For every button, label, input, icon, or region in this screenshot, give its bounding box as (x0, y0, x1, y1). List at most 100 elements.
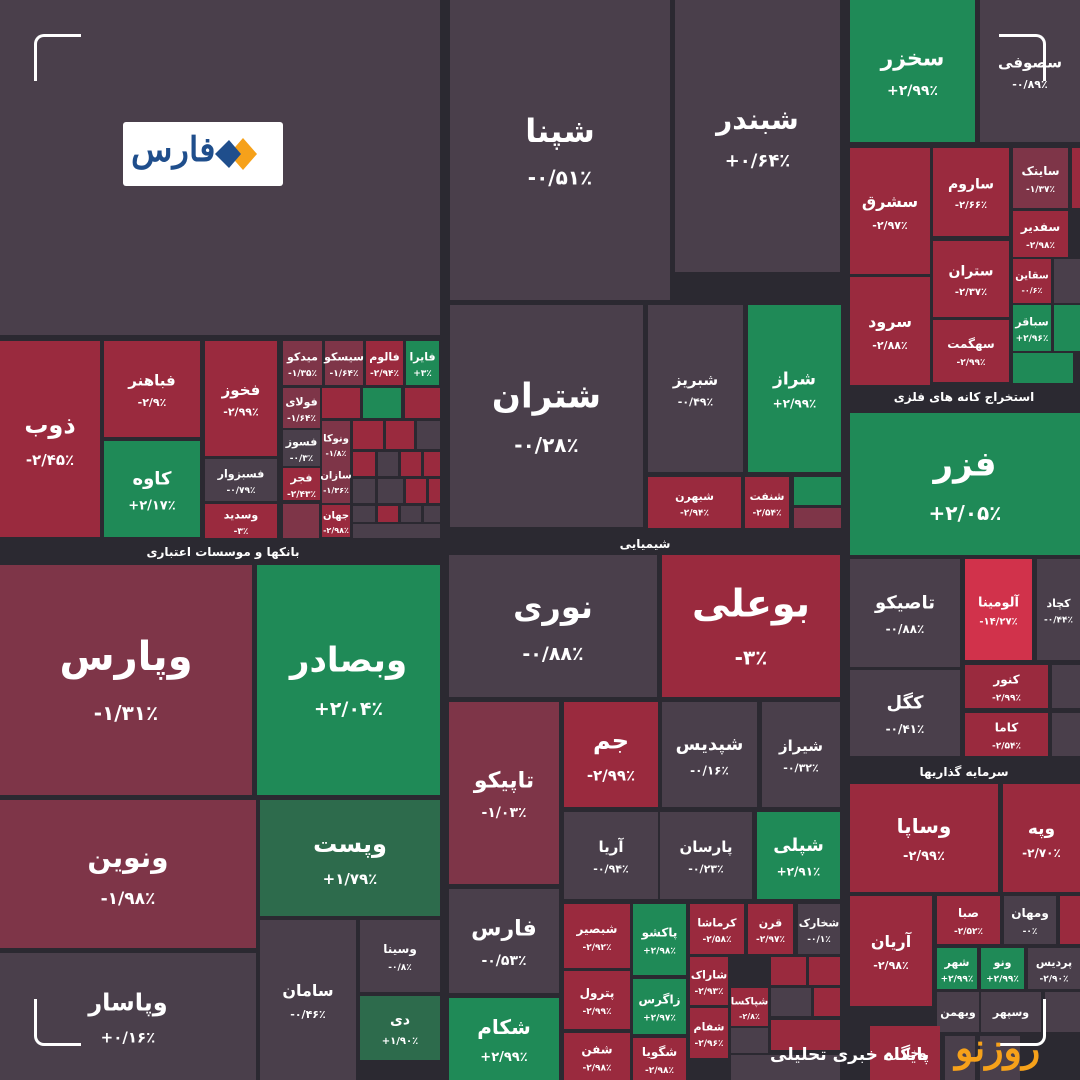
stock-tile-rect[interactable] (1003, 784, 1080, 892)
stock-tile-rect[interactable] (690, 904, 744, 954)
stock-tile[interactable]: فالوم -۲/۹۴٪ (366, 341, 403, 385)
stock-tile[interactable]: شپاکسا -۲/۸٪ (731, 988, 769, 1026)
stock-tile-rect[interactable] (449, 555, 657, 697)
stock-tile[interactable]: شبهرن -۲/۹۴٪ (648, 477, 741, 528)
stock-tile[interactable]: وپه -۲/۷۰٪ (1003, 784, 1080, 892)
stock-tile[interactable]: شفام -۲/۹۶٪ (690, 1008, 728, 1058)
stock-tile[interactable]: شبندر +۰/۶۴٪ (675, 0, 840, 272)
stock-tile-rect[interactable] (322, 459, 350, 503)
stock-tile[interactable]: فخوز -۲/۹۹٪ (205, 341, 277, 456)
stock-tile[interactable]: زاگرس +۲/۹۷٪ (633, 979, 686, 1034)
stock-tile[interactable]: سفدیر -۲/۹۸٪ (1013, 211, 1068, 257)
stock-tile[interactable]: وسپهر (981, 992, 1041, 1032)
stock-tile-rect[interactable] (1028, 948, 1080, 989)
stock-tile-rect[interactable] (850, 413, 1080, 555)
stock-tile[interactable]: ساینک -۱/۳۷٪ (1013, 148, 1068, 208)
stock-tile[interactable]: ذوب -۲/۴۵٪ (0, 341, 100, 537)
stock-tile[interactable]: کچاد -۰/۴۴٪ (1037, 559, 1080, 660)
stock-tile[interactable]: وپارس -۱/۳۱٪ (0, 565, 252, 795)
stock-tile-rect[interactable] (662, 702, 757, 807)
stock-tile-rect[interactable] (933, 320, 1009, 382)
stock-tile[interactable]: فجر -۲/۴۳٪ (283, 468, 320, 500)
stock-tile-rect[interactable] (104, 341, 200, 437)
stock-tile[interactable]: پترول -۲/۹۹٪ (564, 971, 630, 1029)
stock-tile-rect[interactable] (937, 948, 977, 989)
stock-tile-rect[interactable] (980, 0, 1080, 142)
stock-tile-rect[interactable] (965, 559, 1032, 660)
stock-tile[interactable]: شنفت -۲/۵۴٪ (745, 477, 789, 528)
stock-tile[interactable]: شپنا -۰/۵۱٪ (450, 0, 670, 300)
stock-tile-rect[interactable] (205, 341, 277, 456)
stock-tile[interactable]: فسوز -۰/۳٪ (283, 430, 320, 466)
stock-tile-rect[interactable] (325, 341, 363, 385)
stock-tile-rect[interactable] (762, 702, 840, 807)
stock-tile[interactable]: سهگمت -۲/۹۹٪ (933, 320, 1009, 382)
stock-tile-rect[interactable] (933, 241, 1009, 317)
stock-tile[interactable]: ومهان -۰٪ (1004, 896, 1056, 944)
stock-tile-rect[interactable] (981, 948, 1024, 989)
stock-tile[interactable]: سباقر +۲/۹۶٪ (1013, 305, 1051, 351)
stock-tile[interactable]: فباهنر -۲/۹٪ (104, 341, 200, 437)
stock-tile-rect[interactable] (662, 555, 840, 697)
stock-tile-rect[interactable] (205, 504, 277, 538)
stock-tile-rect[interactable] (0, 800, 256, 948)
stock-tile[interactable]: پاکشو +۲/۹۸٪ (633, 904, 686, 975)
stock-tile[interactable]: سامان -۰/۴۶٪ (260, 920, 356, 1080)
stock-tile[interactable]: شاراک -۲/۹۳٪ (690, 957, 728, 1005)
stock-tile-rect[interactable] (850, 277, 930, 385)
stock-tile[interactable]: شراز +۲/۹۹٪ (748, 305, 841, 472)
stock-tile-rect[interactable] (690, 1008, 728, 1058)
stock-tile[interactable]: سصوفی-۰/۸۹٪ (980, 0, 1080, 142)
stock-tile[interactable]: سخزر +۲/۹۹٪ (850, 0, 975, 142)
stock-tile[interactable]: وسدید -۳٪ (205, 504, 277, 538)
stock-tile-rect[interactable] (205, 459, 277, 501)
stock-tile-rect[interactable] (850, 784, 998, 892)
stock-tile-rect[interactable] (260, 920, 356, 1080)
stock-tile[interactable]: کرماشا -۲/۵۸٪ (690, 904, 744, 954)
stock-tile[interactable]: تاپیکو -۱/۰۳٪ (449, 702, 559, 884)
stock-tile[interactable]: کاما -۲/۵۴٪ (965, 713, 1048, 756)
stock-tile-rect[interactable] (104, 441, 200, 537)
stock-tile[interactable]: قرن -۲/۹۷٪ (748, 904, 793, 954)
stock-tile[interactable]: آلومینا -۱۴/۲۷٪ (965, 559, 1032, 660)
stock-tile-rect[interactable] (0, 565, 252, 795)
stock-tile-rect[interactable] (981, 992, 1041, 1032)
stock-tile-rect[interactable] (564, 904, 630, 968)
stock-tile-rect[interactable] (564, 1033, 630, 1080)
stock-tile[interactable]: شکام +۲/۹۹٪ (449, 998, 559, 1080)
stock-tile[interactable]: ونوین -۱/۹۸٪ (0, 800, 256, 948)
stock-tile-rect[interactable] (1013, 211, 1068, 257)
stock-tile-rect[interactable] (260, 800, 440, 916)
stock-tile[interactable]: وخارزم (870, 1026, 940, 1080)
stock-tile-rect[interactable] (0, 341, 100, 537)
stock-tile[interactable]: وپاسار +۰/۱۶٪ (0, 953, 256, 1080)
stock-tile-rect[interactable] (850, 0, 975, 142)
stock-tile[interactable]: جهان -۲/۹۸٪ (322, 505, 350, 537)
stock-tile-rect[interactable] (633, 904, 686, 975)
stock-tile[interactable]: کنور -۲/۹۹٪ (965, 665, 1048, 708)
stock-tile-rect[interactable] (283, 430, 320, 466)
stock-tile-rect[interactable] (449, 702, 559, 884)
stock-tile[interactable]: پردیس -۲/۹۰٪ (1028, 948, 1080, 989)
stock-tile-rect[interactable] (450, 0, 670, 300)
stock-tile[interactable]: شپلی +۲/۹۱٪ (757, 812, 840, 899)
stock-tile[interactable]: کاوه +۲/۱۷٪ (104, 441, 200, 537)
stock-tile[interactable]: فایرا +۳٪ (406, 341, 439, 385)
stock-tile-rect[interactable] (322, 505, 350, 537)
stock-tile-rect[interactable] (360, 996, 440, 1060)
stock-tile-rect[interactable] (564, 702, 658, 807)
stock-tile[interactable]: وساپا -۲/۹۹٪ (850, 784, 998, 892)
stock-tile-rect[interactable] (850, 559, 960, 667)
stock-tile[interactable]: وبهمن (937, 992, 979, 1032)
stock-tile[interactable]: آریان -۲/۹۸٪ (850, 896, 932, 1006)
stock-tile-rect[interactable] (257, 565, 440, 795)
stock-tile-rect[interactable] (870, 1026, 940, 1080)
stock-tile-rect[interactable] (633, 979, 686, 1034)
stock-tile[interactable]: فارس -۰/۵۳٪ (449, 889, 559, 993)
stock-tile[interactable]: پارسان -۰/۲۳٪ (660, 812, 752, 899)
stock-tile-rect[interactable] (937, 992, 979, 1032)
stock-tile[interactable]: شپدیس -۰/۱۶٪ (662, 702, 757, 807)
stock-tile[interactable]: صبا -۲/۵۲٪ (937, 896, 1000, 944)
stock-tile-rect[interactable] (965, 713, 1048, 756)
stock-tile-rect[interactable] (937, 896, 1000, 944)
